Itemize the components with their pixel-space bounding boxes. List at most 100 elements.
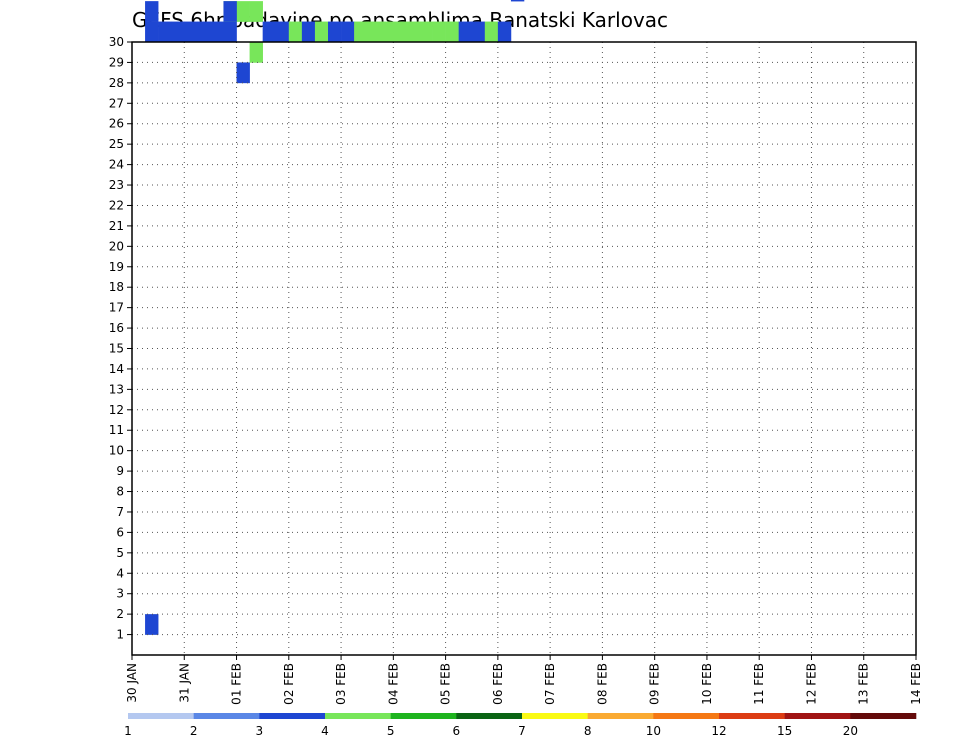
heatmap-cell <box>184 21 198 43</box>
heatmap-cell <box>249 42 263 63</box>
x-tick-label: 30 JAN <box>125 663 139 703</box>
x-tick-label: 01 FEB <box>230 663 244 705</box>
colorbar-segment <box>128 713 194 719</box>
heatmap-cell <box>301 21 316 43</box>
y-tick-label: 27 <box>109 96 124 110</box>
heatmap-cell <box>197 21 211 43</box>
y-tick-label: 5 <box>116 546 124 560</box>
heatmap-cell <box>328 21 342 43</box>
heatmap-cell <box>223 1 237 22</box>
y-tick-label: 1 <box>116 628 124 642</box>
x-tick-label: 09 FEB <box>648 663 662 705</box>
x-tick-label: 03 FEB <box>334 663 348 705</box>
colorbar-segment <box>587 713 654 719</box>
colorbar-segment <box>259 713 326 719</box>
heatmap-cell <box>367 21 381 43</box>
heatmap-cell <box>145 1 159 22</box>
x-tick-label: 02 FEB <box>282 663 296 705</box>
colorbar-label: 20 <box>843 724 858 738</box>
x-tick-label: 07 FEB <box>543 663 557 705</box>
y-tick-label: 14 <box>109 362 124 376</box>
colorbar-label: 5 <box>387 724 395 738</box>
y-tick-label: 25 <box>109 137 124 151</box>
y-tick-label: 11 <box>109 423 124 437</box>
y-tick-label: 3 <box>116 587 124 601</box>
x-tick-label: 11 FEB <box>752 663 766 705</box>
heatmap-cell <box>262 21 277 43</box>
colorbar-segment <box>193 713 260 719</box>
y-tick-label: 7 <box>116 505 124 519</box>
heatmap-cell <box>145 614 159 635</box>
y-tick-label: 30 <box>109 35 124 49</box>
colorbar-segment <box>325 713 391 719</box>
y-tick-label: 16 <box>109 321 124 335</box>
heatmap-cell <box>458 21 473 43</box>
colorbar-segment <box>522 713 588 719</box>
heatmap-cell <box>432 21 446 43</box>
heatmap-cell <box>445 21 459 43</box>
x-tick-label: 06 FEB <box>491 663 505 705</box>
x-tick-label: 12 FEB <box>804 663 818 705</box>
y-tick-label: 8 <box>116 485 124 499</box>
heatmap-cell <box>158 21 172 43</box>
x-axis: 30 JAN 31 JAN 01 FEB 02 FEB 03 FEB 04 FEB 05 F… <box>125 655 923 705</box>
colorbar-segment <box>784 713 851 719</box>
colorbar-segment <box>850 713 917 719</box>
heatmap-cell <box>419 21 433 43</box>
colorbar-segment <box>390 713 457 719</box>
colorbar-label: 3 <box>256 724 264 738</box>
grid-layer <box>132 42 916 655</box>
heatmap-cell <box>249 1 263 22</box>
colorbar-label: 12 <box>711 724 726 738</box>
y-tick-label: 26 <box>109 117 124 131</box>
heatmap-cell <box>210 21 224 43</box>
y-tick-label: 17 <box>109 301 124 315</box>
heatmap-cell <box>288 21 303 43</box>
y-tick-label: 10 <box>109 444 124 458</box>
y-tick-label: 18 <box>109 280 124 294</box>
x-tick-label: 14 FEB <box>909 663 923 705</box>
x-tick-label: 05 FEB <box>439 663 453 705</box>
y-tick-label: 28 <box>109 76 124 90</box>
x-tick-label: 10 FEB <box>700 663 714 705</box>
colorbar-label: 4 <box>321 724 329 738</box>
heatmap-cell <box>223 21 237 43</box>
heatmap-cell <box>406 21 420 43</box>
x-tick-label: 04 FEB <box>386 663 400 705</box>
x-tick-label: 31 JAN <box>177 663 191 703</box>
y-tick-label: 4 <box>116 566 124 580</box>
y-tick-label: 9 <box>116 464 124 478</box>
heatmap-cell <box>484 21 499 43</box>
cells-layer <box>145 0 525 635</box>
heatmap-cell <box>341 21 355 43</box>
y-tick-label: 29 <box>109 55 124 69</box>
y-axis: 1234567891011121314151617181920212223242… <box>109 35 132 642</box>
y-tick-label: 20 <box>109 239 124 253</box>
colorbar-label: 8 <box>584 724 592 738</box>
colorbar-label: 15 <box>777 724 792 738</box>
colorbar-label: 6 <box>453 724 461 738</box>
heatmap-cell <box>510 0 525 2</box>
heatmap-cell <box>236 1 250 22</box>
heatmap-cell <box>471 21 486 43</box>
heatmap-cell <box>354 21 368 43</box>
y-tick-label: 21 <box>109 219 124 233</box>
colorbar-label: 1 <box>124 724 132 738</box>
y-tick-label: 6 <box>116 525 124 539</box>
colorbar-segment <box>653 713 720 719</box>
heatmap-cell <box>393 21 407 43</box>
y-tick-label: 2 <box>116 607 124 621</box>
x-tick-label: 08 FEB <box>595 663 609 705</box>
y-tick-label: 22 <box>109 198 124 212</box>
colorbar-segment <box>456 713 523 719</box>
heatmap-cell <box>171 21 185 43</box>
y-tick-label: 12 <box>109 403 124 417</box>
plot-frame <box>131 41 917 656</box>
y-tick-label: 15 <box>109 342 124 356</box>
colorbar-label: 10 <box>646 724 661 738</box>
heatmap-cell <box>275 21 290 43</box>
heatmap-cell <box>380 21 394 43</box>
y-tick-label: 23 <box>109 178 124 192</box>
y-tick-label: 13 <box>109 382 124 396</box>
